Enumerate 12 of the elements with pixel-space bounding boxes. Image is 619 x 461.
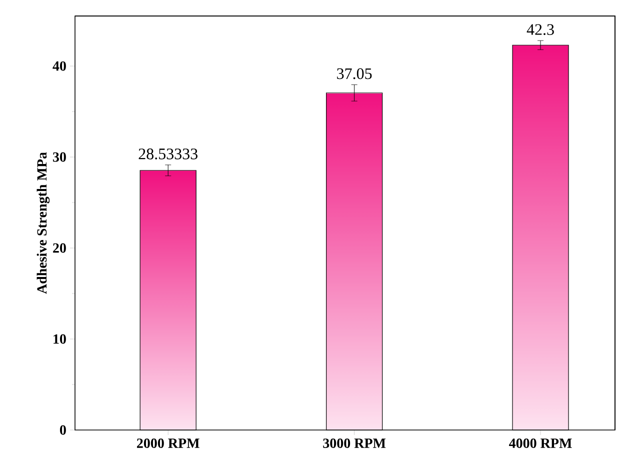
data-label: 42.3 xyxy=(526,24,554,36)
x-tick-label: 2000 RPM xyxy=(136,438,200,448)
x-tick-label: 4000 RPM xyxy=(509,438,572,448)
y-tick-label: 10 xyxy=(54,334,66,344)
y-tick-label: 0 xyxy=(60,425,66,435)
y-axis-title: Adhesive Strength MPa xyxy=(36,152,50,294)
data-label: 28.53333 xyxy=(138,148,198,160)
y-tick-label: 30 xyxy=(53,152,66,162)
data-label: 37.05 xyxy=(337,68,372,80)
y-tick-label: 40 xyxy=(52,61,66,71)
y-tick-label: 20 xyxy=(53,243,66,253)
x-tick-label: 3000 RPM xyxy=(323,438,386,448)
